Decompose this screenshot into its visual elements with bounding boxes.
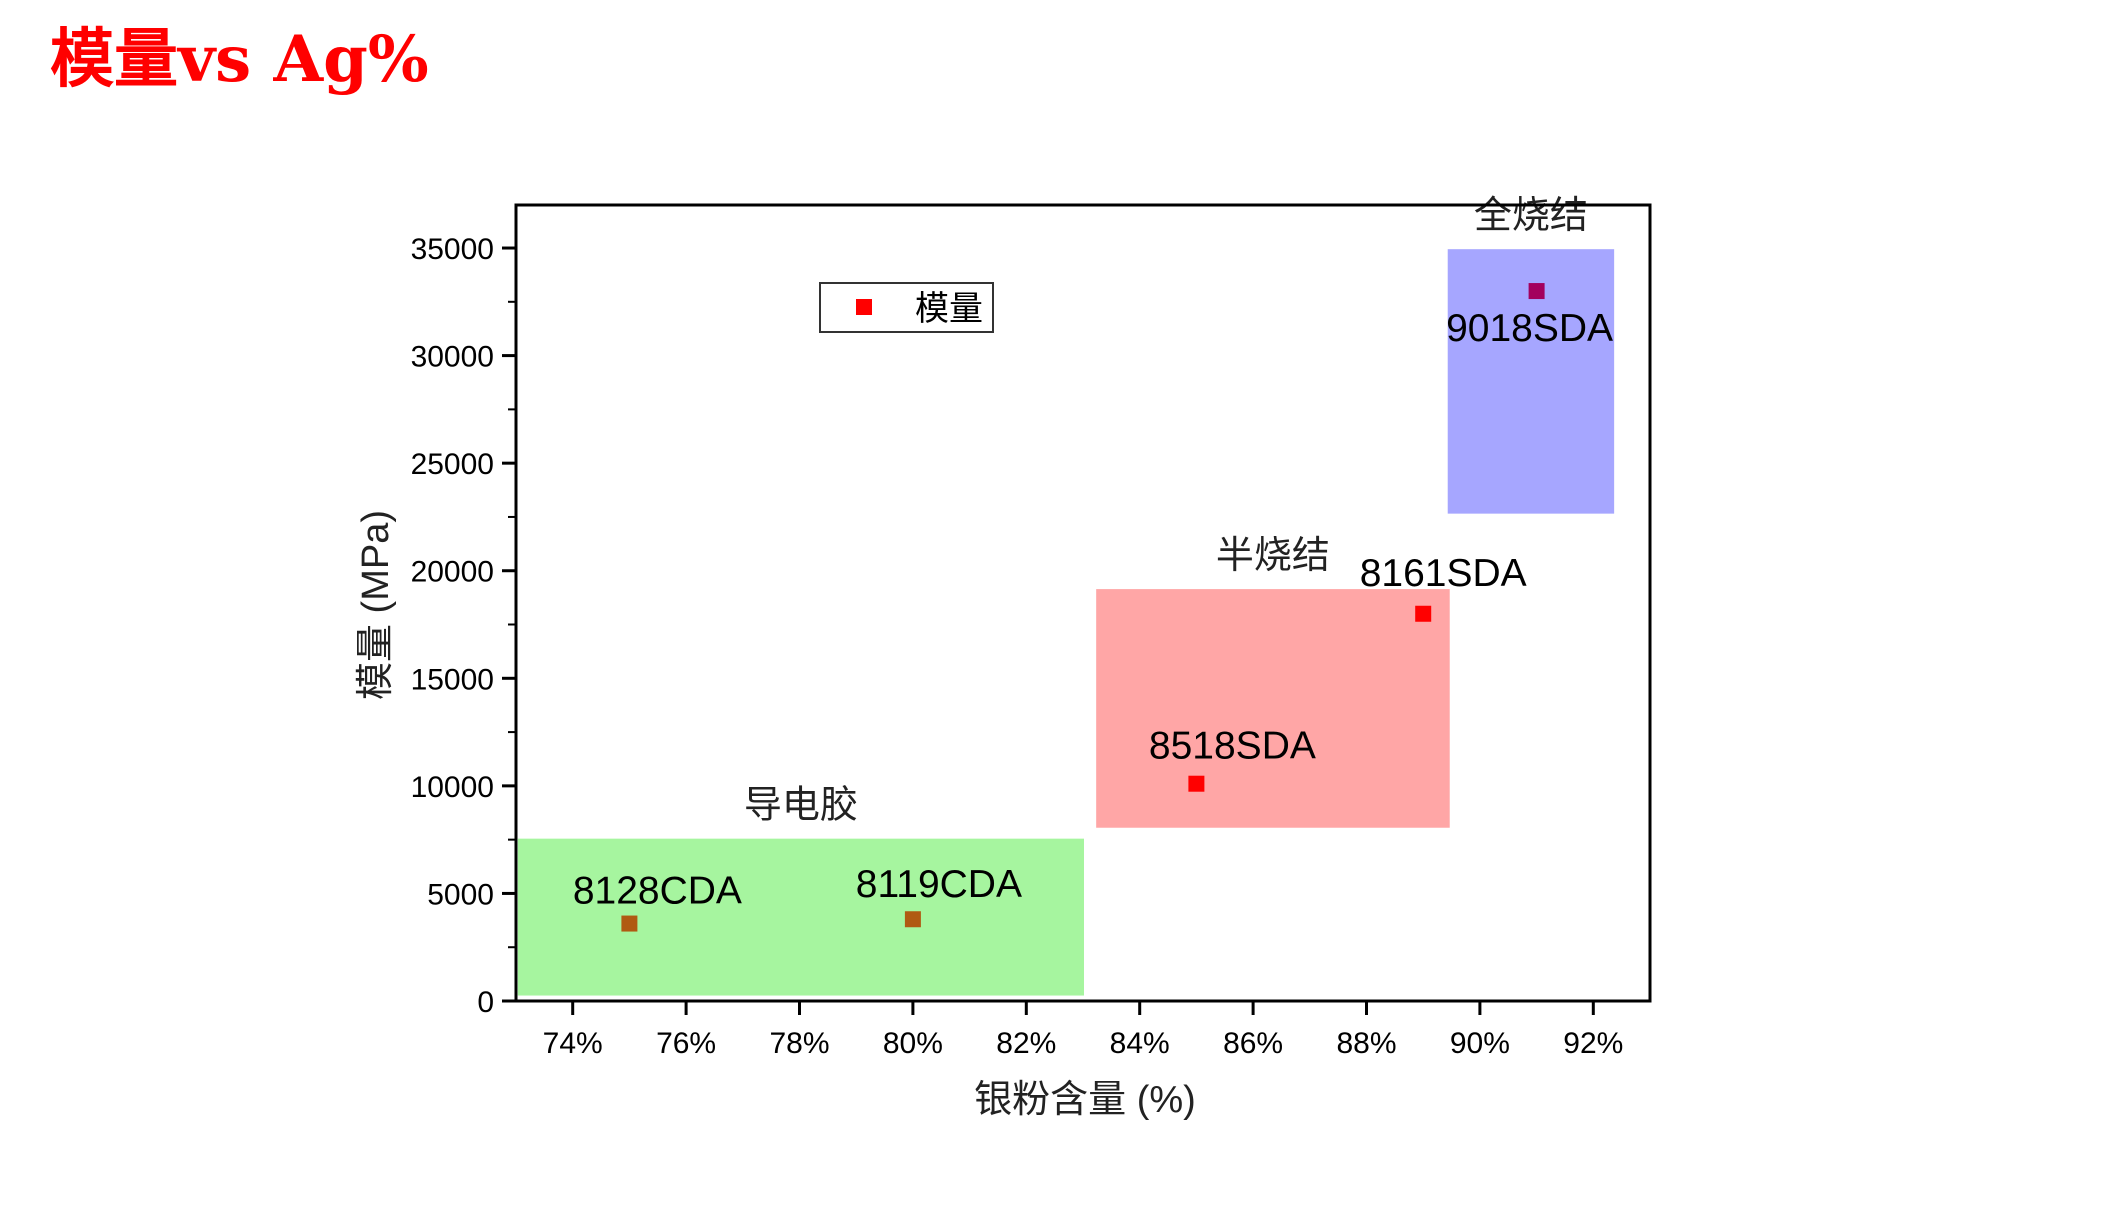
y-tick-label: 25000 [411, 448, 494, 481]
data-point-8128cda [621, 915, 638, 932]
y-axis: 0 5000 10000 15000 20000 25000 30000 35000 [411, 233, 516, 1019]
plot-frame [514, 203, 1652, 1003]
category-regions: 导电胶 半烧结 全烧结 [517, 195, 1615, 996]
data-point-8119cda [904, 911, 921, 928]
x-tick-label: 86% [1223, 1027, 1283, 1060]
y-tick-label: 20000 [411, 556, 494, 589]
data-label-8119cda: 8119CDA [856, 863, 1022, 906]
y-tick-label: 35000 [411, 233, 494, 266]
x-axis-title: 银粉含量 (%) [974, 1079, 1196, 1121]
y-axis-title: 模量 (MPa) [355, 510, 397, 700]
region-2 [1096, 589, 1450, 828]
y-tick-label: 30000 [411, 341, 494, 374]
x-tick-label: 90% [1450, 1027, 1510, 1060]
x-tick-label: 88% [1336, 1027, 1396, 1060]
x-tick-label: 84% [1110, 1027, 1170, 1060]
x-axis: 74% 76% 78% 80% 82% 84% 86% 88% 90% 92% [543, 1001, 1623, 1060]
region-label-1: 导电胶 [744, 785, 858, 827]
region-label-3: 全烧结 [1474, 195, 1588, 237]
data-label-8128cda: 8128CDA [573, 870, 742, 913]
x-tick-label: 76% [656, 1027, 716, 1060]
x-tick-label: 74% [543, 1027, 603, 1060]
data-point-8161sda [1415, 605, 1432, 622]
data-point-9018sda [1528, 283, 1545, 300]
slide-title: 模量vs Ag% [50, 22, 429, 97]
legend: 模量 [819, 282, 994, 333]
region-1 [517, 838, 1084, 996]
y-tick-label: 5000 [427, 878, 494, 911]
x-tick-label: 80% [883, 1027, 943, 1060]
y-tick-label: 10000 [411, 771, 494, 804]
x-tick-label: 78% [769, 1027, 829, 1060]
data-label-8518sda: 8518SDA [1149, 725, 1316, 768]
legend-marker [856, 299, 872, 315]
y-tick-label: 15000 [411, 663, 494, 696]
x-tick-label: 82% [996, 1027, 1056, 1060]
legend-label: 模量 [915, 290, 983, 328]
y-tick-label: 0 [477, 986, 494, 1019]
data-label-9018sda: 9018SDA [1446, 307, 1613, 350]
data-points: 8128CDA 8119CDA 8518SDA 8161SDA 9018SDA [573, 283, 1613, 932]
legend-box [819, 282, 994, 333]
data-point-8518sda [1188, 775, 1205, 792]
x-tick-label: 92% [1563, 1027, 1623, 1060]
data-label-8161sda: 8161SDA [1360, 552, 1527, 595]
region-label-2: 半烧结 [1216, 535, 1330, 577]
